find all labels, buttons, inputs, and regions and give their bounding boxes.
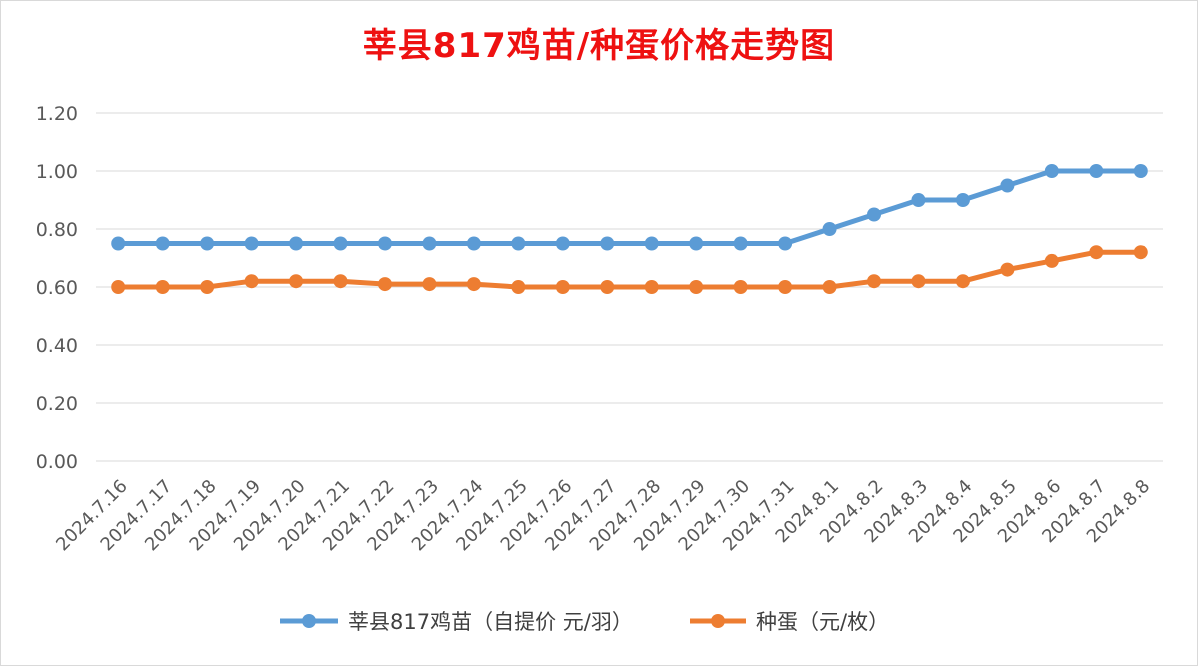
y-tick-label: 0.00 [36,451,78,473]
y-tick-label: 0.80 [36,219,78,241]
gridlines [96,112,1163,462]
data-point-series-1 [555,236,570,251]
y-tick-label: 0.20 [36,393,78,415]
y-tick-label: 0.40 [36,335,78,357]
series-lines [111,164,1148,294]
data-point-series-1 [867,207,882,222]
data-point-series-1 [1000,178,1015,193]
data-point-series-2 [422,277,437,292]
data-point-series-2 [1089,245,1104,260]
legend-label-2: 种蛋（元/枚） [756,610,889,634]
data-point-series-1 [1044,164,1059,178]
legend-marker-1 [302,614,316,628]
data-point-series-1 [733,236,748,251]
data-point-series-2 [289,274,304,289]
data-point-series-2 [333,274,348,289]
data-point-series-1 [911,193,926,207]
data-point-series-2 [155,280,170,294]
data-point-series-2 [822,280,837,294]
data-point-series-1 [200,236,215,251]
data-point-series-1 [377,236,392,251]
data-point-series-2 [111,280,126,294]
data-point-series-1 [600,236,615,251]
data-point-series-1 [244,236,259,251]
data-point-series-2 [1044,253,1059,268]
data-point-series-1 [822,222,837,236]
data-point-series-1 [955,193,970,207]
data-point-series-2 [689,280,704,294]
data-point-series-1 [689,236,704,251]
data-point-series-1 [644,236,659,251]
legend-label-1: 莘县817鸡苗（自提价 元/羽） [348,610,633,634]
data-point-series-1 [422,236,437,251]
data-point-series-2 [1000,262,1015,277]
y-tick-label: 0.60 [36,277,78,299]
data-point-series-2 [778,280,793,294]
data-point-series-2 [377,277,392,292]
data-point-series-2 [911,274,926,289]
data-point-series-1 [155,236,170,251]
data-point-series-2 [511,280,526,294]
data-point-series-2 [1133,245,1148,260]
data-point-series-1 [778,236,793,251]
data-point-series-2 [867,274,882,289]
y-tick-label: 1.00 [36,161,78,183]
series-line-2 [115,249,1144,290]
series-line-1 [115,168,1144,246]
x-axis-ticks: 2024.7.162024.7.172024.7.182024.7.192024… [52,476,1154,556]
data-point-series-1 [111,236,126,251]
data-point-series-2 [600,280,615,294]
data-point-series-2 [644,280,659,294]
data-point-series-1 [1133,164,1148,178]
y-axis-ticks: 0.00 0.20 0.40 0.60 0.80 1.00 1.20 [36,103,78,473]
data-point-series-2 [955,274,970,289]
data-point-series-2 [466,277,481,292]
y-tick-label: 1.20 [36,103,78,125]
data-point-series-1 [333,236,348,251]
legend-marker-2 [711,614,725,628]
data-point-series-1 [1089,164,1104,178]
chart-title: 莘县817鸡苗/种蛋价格走势图 [362,26,836,66]
data-point-series-1 [511,236,526,251]
data-point-series-2 [733,280,748,294]
data-point-series-1 [289,236,304,251]
data-point-series-2 [244,274,259,289]
data-point-series-2 [555,280,570,294]
data-point-series-1 [466,236,481,251]
data-point-series-2 [200,280,215,294]
legend: 莘县817鸡苗（自提价 元/羽） 种蛋（元/枚） [280,610,889,634]
